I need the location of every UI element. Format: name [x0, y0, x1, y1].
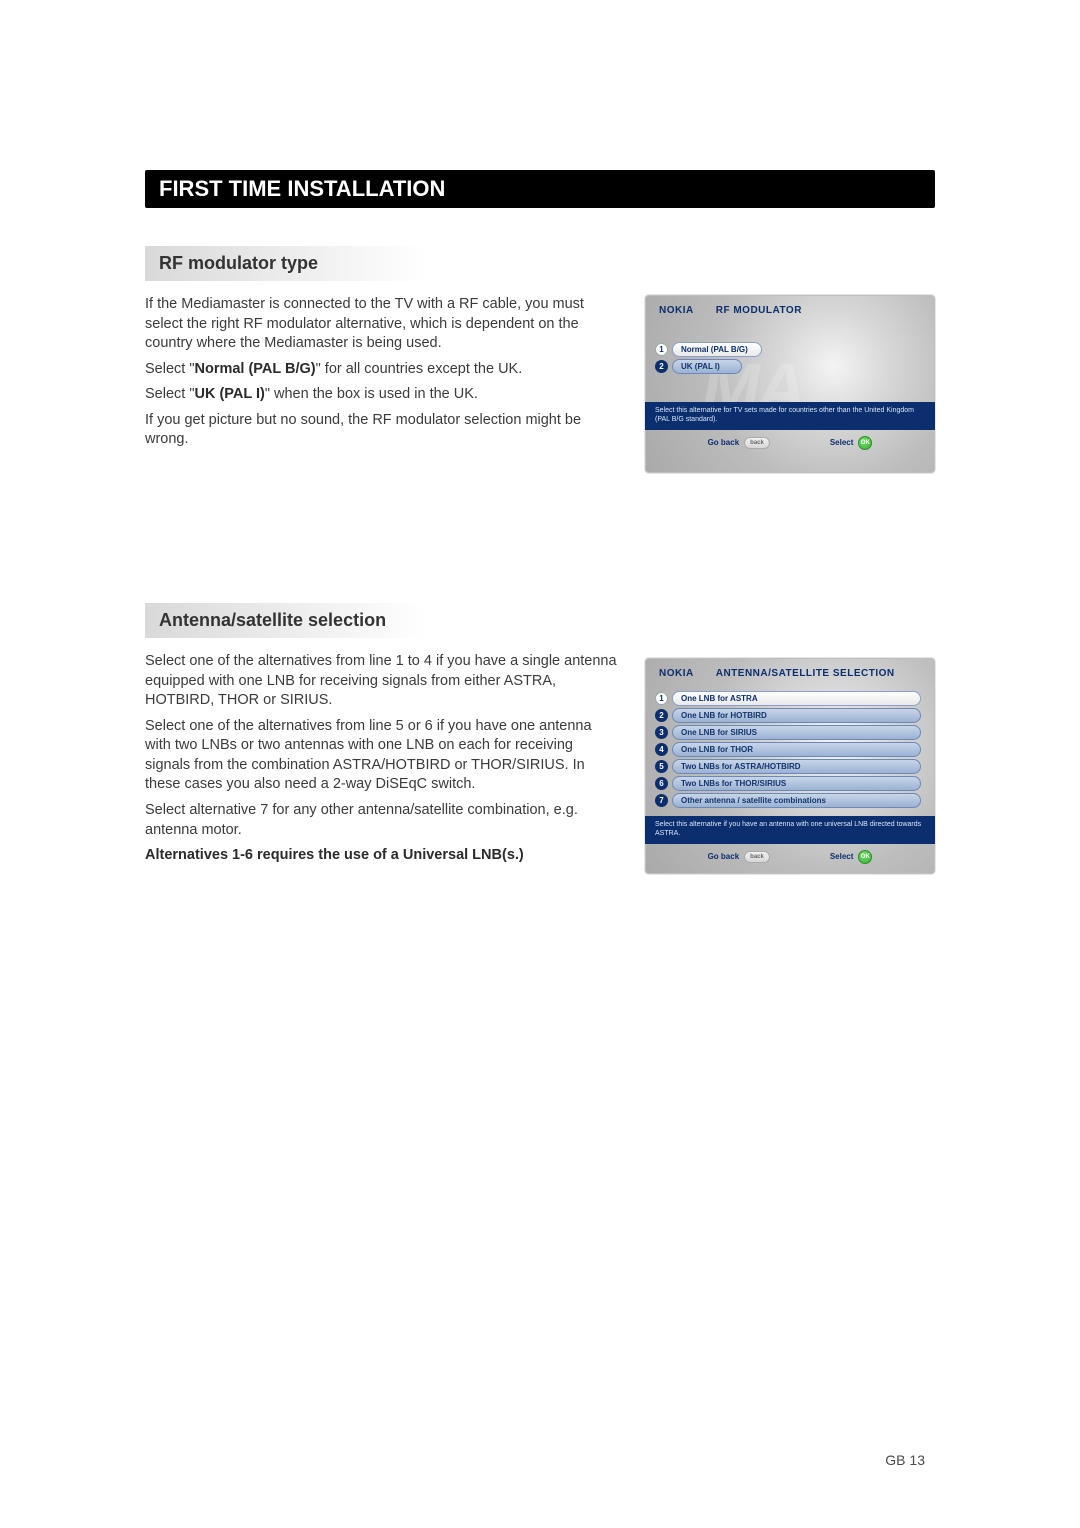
- rf-option-1[interactable]: 1 Normal (PAL B/G): [655, 342, 921, 357]
- option-label: One LNB for SIRIUS: [672, 725, 921, 740]
- option-number: 4: [655, 743, 668, 756]
- option-number: 5: [655, 760, 668, 773]
- page-footer: GB 13: [885, 1452, 925, 1468]
- brand-label: NOKIA: [659, 305, 694, 316]
- s1-p4: If you get picture but no sound, the RF …: [145, 411, 621, 450]
- antenna-option-2[interactable]: 2 One LNB for HOTBIRD: [655, 708, 921, 723]
- s2-p4: Alternatives 1-6 requires the use of a U…: [145, 846, 621, 866]
- rf-option-2[interactable]: 2 UK (PAL I): [655, 359, 921, 374]
- back-icon: back: [744, 851, 770, 863]
- s2-p2: Select one of the alternatives from line…: [145, 717, 621, 795]
- rf-modulator-screenshot: MA NOKIA RF MODULATOR 1 Normal (PAL B/G)…: [645, 295, 935, 473]
- screen-title: RF MODULATOR: [716, 305, 802, 316]
- s2-p3: Select alternative 7 for any other anten…: [145, 801, 621, 840]
- option-number: 7: [655, 794, 668, 807]
- s2-p1: Select one of the alternatives from line…: [145, 652, 621, 711]
- select-button[interactable]: Select OK: [830, 436, 873, 450]
- option-number: 2: [655, 709, 668, 722]
- option-label: Normal (PAL B/G): [672, 342, 762, 357]
- s1-p3: Select "UK (PAL I)" when the box is used…: [145, 385, 621, 405]
- antenna-option-7[interactable]: 7 Other antenna / satellite combinations: [655, 793, 921, 808]
- page-title: FIRST TIME INSTALLATION: [145, 170, 935, 208]
- option-label: One LNB for HOTBIRD: [672, 708, 921, 723]
- section-heading-antenna: Antenna/satellite selection: [145, 603, 545, 638]
- option-number: 2: [655, 360, 668, 373]
- hint-text: Select this alternative for TV sets made…: [645, 402, 935, 430]
- s1-p1: If the Mediamaster is connected to the T…: [145, 295, 621, 354]
- option-label: UK (PAL I): [672, 359, 742, 374]
- option-number: 6: [655, 777, 668, 790]
- antenna-option-3[interactable]: 3 One LNB for SIRIUS: [655, 725, 921, 740]
- select-button[interactable]: Select OK: [830, 850, 873, 864]
- section2-body: Select one of the alternatives from line…: [145, 652, 621, 866]
- go-back-button[interactable]: Go back back: [708, 437, 770, 449]
- go-back-button[interactable]: Go back back: [708, 851, 770, 863]
- section1-body: If the Mediamaster is connected to the T…: [145, 295, 621, 450]
- antenna-option-1[interactable]: 1 One LNB for ASTRA: [655, 691, 921, 706]
- antenna-option-6[interactable]: 6 Two LNBs for THOR/SIRIUS: [655, 776, 921, 791]
- ok-icon: OK: [858, 850, 872, 864]
- antenna-option-4[interactable]: 4 One LNB for THOR: [655, 742, 921, 757]
- option-number: 1: [655, 692, 668, 705]
- antenna-selection-screenshot: NOKIA ANTENNA/SATELLITE SELECTION 1 One …: [645, 658, 935, 874]
- option-label: One LNB for ASTRA: [672, 691, 921, 706]
- s1-p2: Select "Normal (PAL B/G)" for all countr…: [145, 360, 621, 380]
- option-label: One LNB for THOR: [672, 742, 921, 757]
- option-label: Two LNBs for ASTRA/HOTBIRD: [672, 759, 921, 774]
- screen-title: ANTENNA/SATELLITE SELECTION: [716, 668, 895, 679]
- back-icon: back: [744, 437, 770, 449]
- option-number: 1: [655, 343, 668, 356]
- hint-text: Select this alternative if you have an a…: [645, 816, 935, 844]
- brand-label: NOKIA: [659, 668, 694, 679]
- ok-icon: OK: [858, 436, 872, 450]
- option-number: 3: [655, 726, 668, 739]
- option-label: Two LNBs for THOR/SIRIUS: [672, 776, 921, 791]
- antenna-option-5[interactable]: 5 Two LNBs for ASTRA/HOTBIRD: [655, 759, 921, 774]
- option-label: Other antenna / satellite combinations: [672, 793, 921, 808]
- section-heading-rf: RF modulator type: [145, 246, 545, 281]
